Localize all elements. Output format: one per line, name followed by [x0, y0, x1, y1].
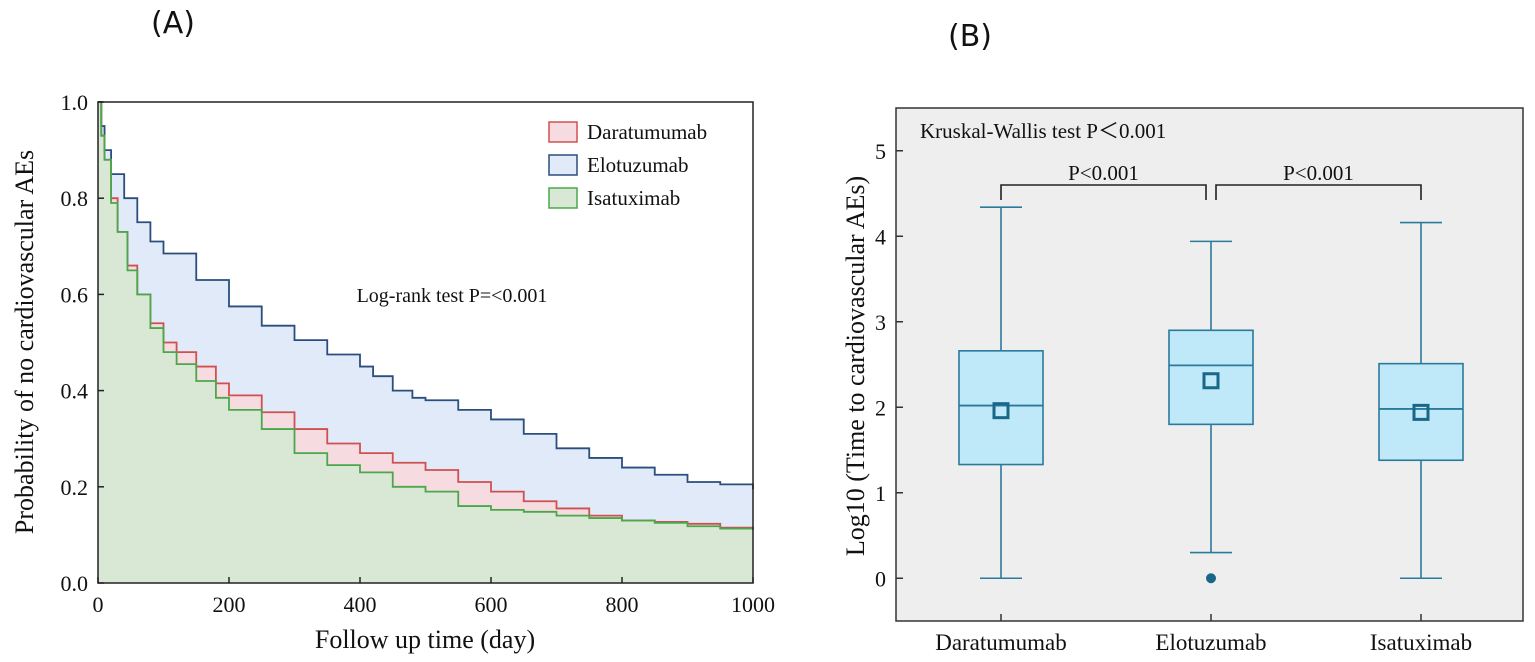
km-y-tick-label: 1.0: [61, 90, 89, 115]
mean-marker-elotuzumab: [1202, 372, 1220, 390]
km-curve-isatuximab: [98, 101, 754, 531]
kruskal-wallis-annotation: Kruskal-Wallis test P＜0.001: [920, 119, 1166, 143]
legend-swatch-isatuximab: [548, 187, 578, 209]
km-chart: 0 200 400 600 800 1000 0.0 0.2 0.4 0.6 0.8 1.0 Fol…: [10, 90, 775, 654]
box-daratumumab: [958, 350, 1044, 466]
box-y-tick-label: 0: [875, 566, 886, 591]
box-y-tick-label: 4: [875, 224, 886, 249]
km-curve-elotuzumab: [98, 101, 754, 490]
significance-bracket: [1215, 184, 1422, 200]
km-x-tick-label: 0: [93, 592, 104, 617]
legend-label-elotuzumab: Elotuzumab: [587, 153, 688, 177]
box-series: [958, 206, 1464, 584]
box-x-tick-label: Isatuximab: [1370, 630, 1472, 655]
km-y-axis-title: Probability of no cardiovascular AEs: [10, 150, 39, 534]
significance-bracket: [1000, 184, 1207, 200]
km-curves: [98, 101, 754, 531]
box-y-axis: 0 1 2 3 4 5: [875, 139, 903, 591]
significance-label: P<0.001: [1068, 161, 1139, 185]
km-y-tick-label: 0.0: [61, 571, 89, 596]
box-comparisons: P<0.001 P<0.001: [1000, 161, 1422, 200]
km-x-axis-title: Follow up time (day): [315, 625, 535, 654]
panel-label-a: (A): [151, 6, 195, 41]
box-x-axis: Daratumumab Elotuzumab Isatuximab: [935, 614, 1472, 655]
legend-label-daratumumab: Daratumumab: [587, 120, 707, 144]
km-x-tick-label: 600: [475, 592, 508, 617]
legend-swatch-daratumumab: [548, 121, 578, 143]
outlier-elotuzumab: [1206, 573, 1216, 584]
km-plot-frame: [97, 101, 754, 584]
box-isatuximab: [1378, 362, 1464, 462]
significance-label: P<0.001: [1283, 161, 1354, 185]
panel-label-b: (B): [948, 19, 992, 54]
km-y-tick-label: 0.2: [61, 475, 89, 500]
km-x-tick-label: 1000: [731, 592, 775, 617]
km-x-axis: 0 200 400 600 800 1000: [93, 577, 775, 617]
box-x-tick-label: Elotuzumab: [1155, 630, 1266, 655]
box-y-tick-label: 1: [875, 481, 886, 506]
box-x-tick-label: Daratumumab: [935, 630, 1067, 655]
mean-marker-isatuximab: [1412, 403, 1430, 421]
km-y-tick-label: 0.6: [61, 282, 89, 307]
box-y-tick-label: 5: [875, 139, 886, 164]
km-x-tick-label: 400: [344, 592, 377, 617]
km-log-rank-annotation: Log-rank test P=<0.001: [357, 285, 548, 307]
box-chart: 0 1 2 3 4 5 P<0.001 P<0.001 Daratumumab Elotuzu…: [841, 107, 1524, 655]
box-y-axis-title: Log10 (Time to cardiovascular AEs): [841, 176, 870, 556]
km-fill-isatuximab: [98, 102, 753, 583]
km-x-tick-label: 800: [606, 592, 639, 617]
legend-swatch-elotuzumab: [548, 154, 578, 176]
km-y-tick-label: 0.8: [61, 186, 89, 211]
legend-label-isatuximab: Isatuximab: [587, 186, 680, 210]
km-x-tick-label: 200: [213, 592, 246, 617]
km-y-axis: 0.0 0.2 0.4 0.6 0.8 1.0: [61, 90, 104, 596]
km-fill-areas: [98, 102, 753, 583]
box-y-tick-label: 3: [875, 310, 886, 335]
box-elotuzumab: [1168, 329, 1254, 426]
mean-marker-daratumumab: [992, 402, 1010, 420]
box-y-tick-label: 2: [875, 395, 886, 420]
km-legend: Daratumumab Elotuzumab Isatuximab: [548, 120, 707, 210]
km-y-tick-label: 0.4: [61, 379, 89, 404]
